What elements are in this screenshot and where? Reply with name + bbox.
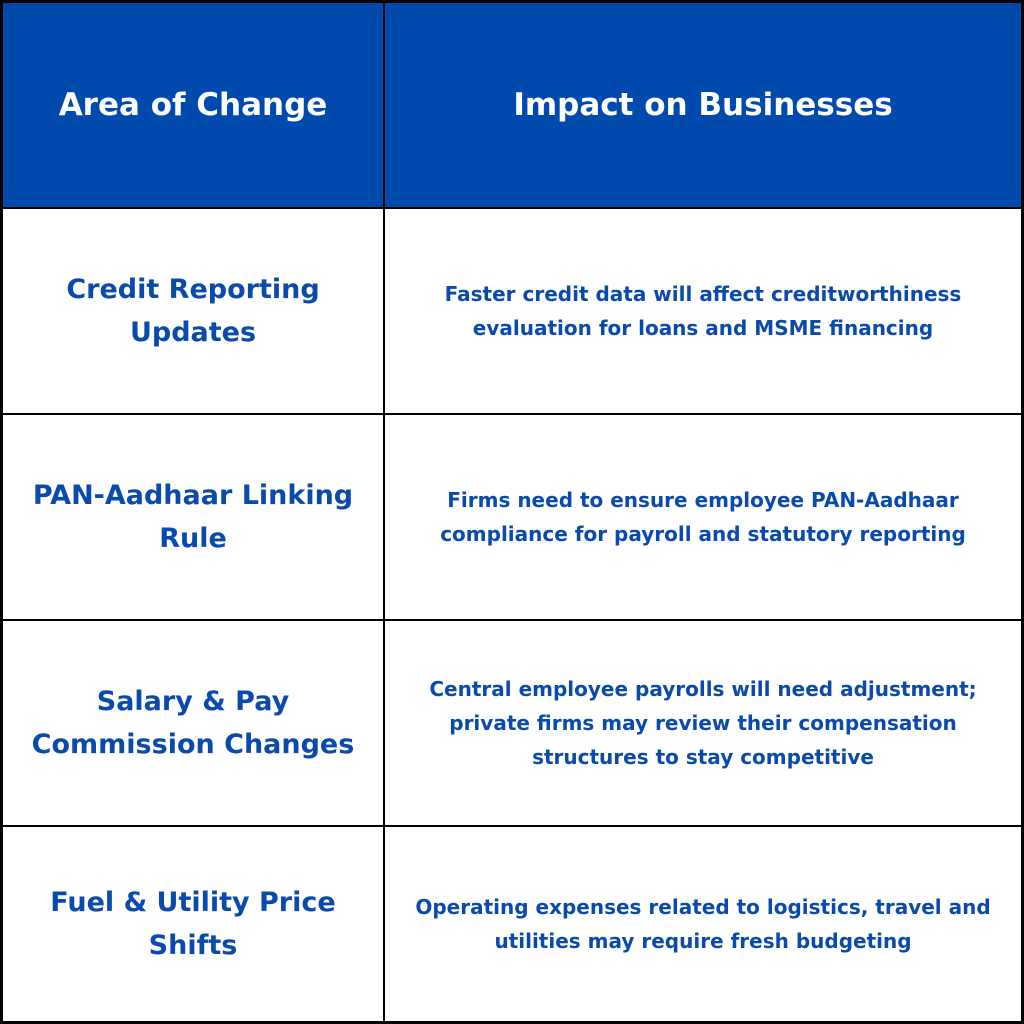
row-3-impact: Central employee payrolls will need adju…	[385, 621, 1021, 825]
header-area-of-change: Area of Change	[3, 3, 383, 207]
row-2-impact: Firms need to ensure employee PAN-Aadhaa…	[385, 415, 1021, 619]
header-impact-on-businesses: Impact on Businesses	[385, 3, 1021, 207]
row-2-area: PAN-Aadhaar Linking Rule	[3, 415, 383, 619]
row-3-area: Salary & Pay Commission Changes	[3, 621, 383, 825]
row-1-impact: Faster credit data will affect creditwor…	[385, 209, 1021, 413]
row-4-area: Fuel & Utility Price Shifts	[3, 827, 383, 1021]
row-1-area: Credit Reporting Updates	[3, 209, 383, 413]
row-4-impact: Operating expenses related to logistics,…	[385, 827, 1021, 1021]
